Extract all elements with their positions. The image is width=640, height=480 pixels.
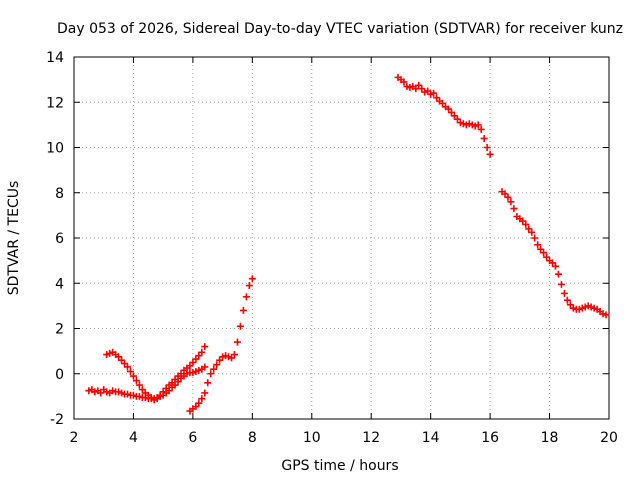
axis-ticks: 2 4 6 8 10 12 14 16 18 20 -2 0 2 4 6 8 10 12 14	[46, 50, 618, 446]
x-tick-label: 10	[303, 430, 321, 446]
data-point	[430, 89, 438, 97]
data-point	[236, 322, 244, 330]
y-tick-label: 14	[46, 50, 64, 66]
data-point	[507, 198, 515, 206]
data-point	[233, 338, 241, 346]
data-point	[504, 193, 512, 201]
y-tick-label: 10	[46, 141, 64, 157]
data-point	[477, 125, 485, 133]
series-segment-late	[186, 275, 256, 415]
x-tick-label: 14	[422, 430, 440, 446]
data-points	[85, 73, 610, 415]
data-point	[400, 78, 408, 86]
x-tick-label: 18	[541, 430, 559, 446]
x-tick-label: 6	[188, 430, 197, 446]
series-segment-decline	[498, 188, 610, 319]
y-tick-label: -2	[50, 412, 64, 428]
y-tick-label: 6	[55, 231, 64, 247]
x-tick-label: 16	[481, 430, 499, 446]
data-point	[231, 351, 238, 359]
x-axis-label: GPS time / hours	[281, 458, 398, 474]
y-tick-label: 0	[55, 367, 64, 383]
data-point	[554, 270, 562, 278]
data-point	[126, 367, 134, 375]
data-point	[531, 234, 539, 242]
data-point	[198, 395, 206, 403]
y-axis-label: SDTVAR / TECUs	[6, 181, 22, 296]
grid-lines	[74, 57, 609, 419]
data-point	[474, 121, 482, 129]
data-point	[132, 377, 140, 385]
x-tick-label: 20	[600, 430, 618, 446]
data-point	[483, 144, 491, 151]
data-point	[602, 311, 610, 319]
data-point	[552, 262, 559, 270]
data-point	[242, 293, 250, 301]
data-point	[198, 348, 206, 356]
data-point	[534, 241, 542, 249]
x-tick-label: 2	[70, 430, 79, 446]
data-point	[129, 372, 137, 380]
chart-title: Day 053 of 2026, Sidereal Day-to-day VTE…	[57, 21, 623, 37]
data-point	[248, 275, 256, 283]
x-tick-label: 12	[362, 430, 380, 446]
data-point	[210, 365, 218, 373]
y-tick-label: 4	[55, 276, 64, 292]
plot-frame	[73, 56, 610, 420]
data-point	[528, 228, 536, 236]
data-point	[522, 220, 530, 228]
x-tick-label: 4	[129, 430, 138, 446]
data-point	[239, 306, 247, 314]
data-point	[201, 363, 209, 371]
x-tick-label: 8	[248, 430, 257, 446]
series-segment-high	[394, 73, 494, 158]
data-point	[480, 134, 488, 142]
data-point	[540, 249, 548, 257]
data-point	[563, 296, 571, 304]
data-point	[560, 289, 568, 297]
y-tick-label: 2	[55, 322, 64, 338]
data-point	[557, 280, 565, 288]
data-point	[201, 389, 209, 397]
data-point	[510, 205, 518, 213]
data-point	[245, 282, 253, 290]
y-tick-label: 12	[46, 95, 64, 111]
data-point	[201, 343, 209, 351]
data-point	[486, 150, 494, 158]
data-point	[213, 361, 221, 369]
series-segment-rise-b	[153, 363, 209, 403]
data-point	[207, 370, 215, 378]
data-point	[195, 399, 203, 407]
y-tick-label: 8	[55, 186, 64, 202]
series-segment-rise-a	[150, 343, 209, 404]
data-point	[135, 381, 143, 389]
data-point	[204, 379, 212, 387]
data-point	[124, 363, 131, 371]
